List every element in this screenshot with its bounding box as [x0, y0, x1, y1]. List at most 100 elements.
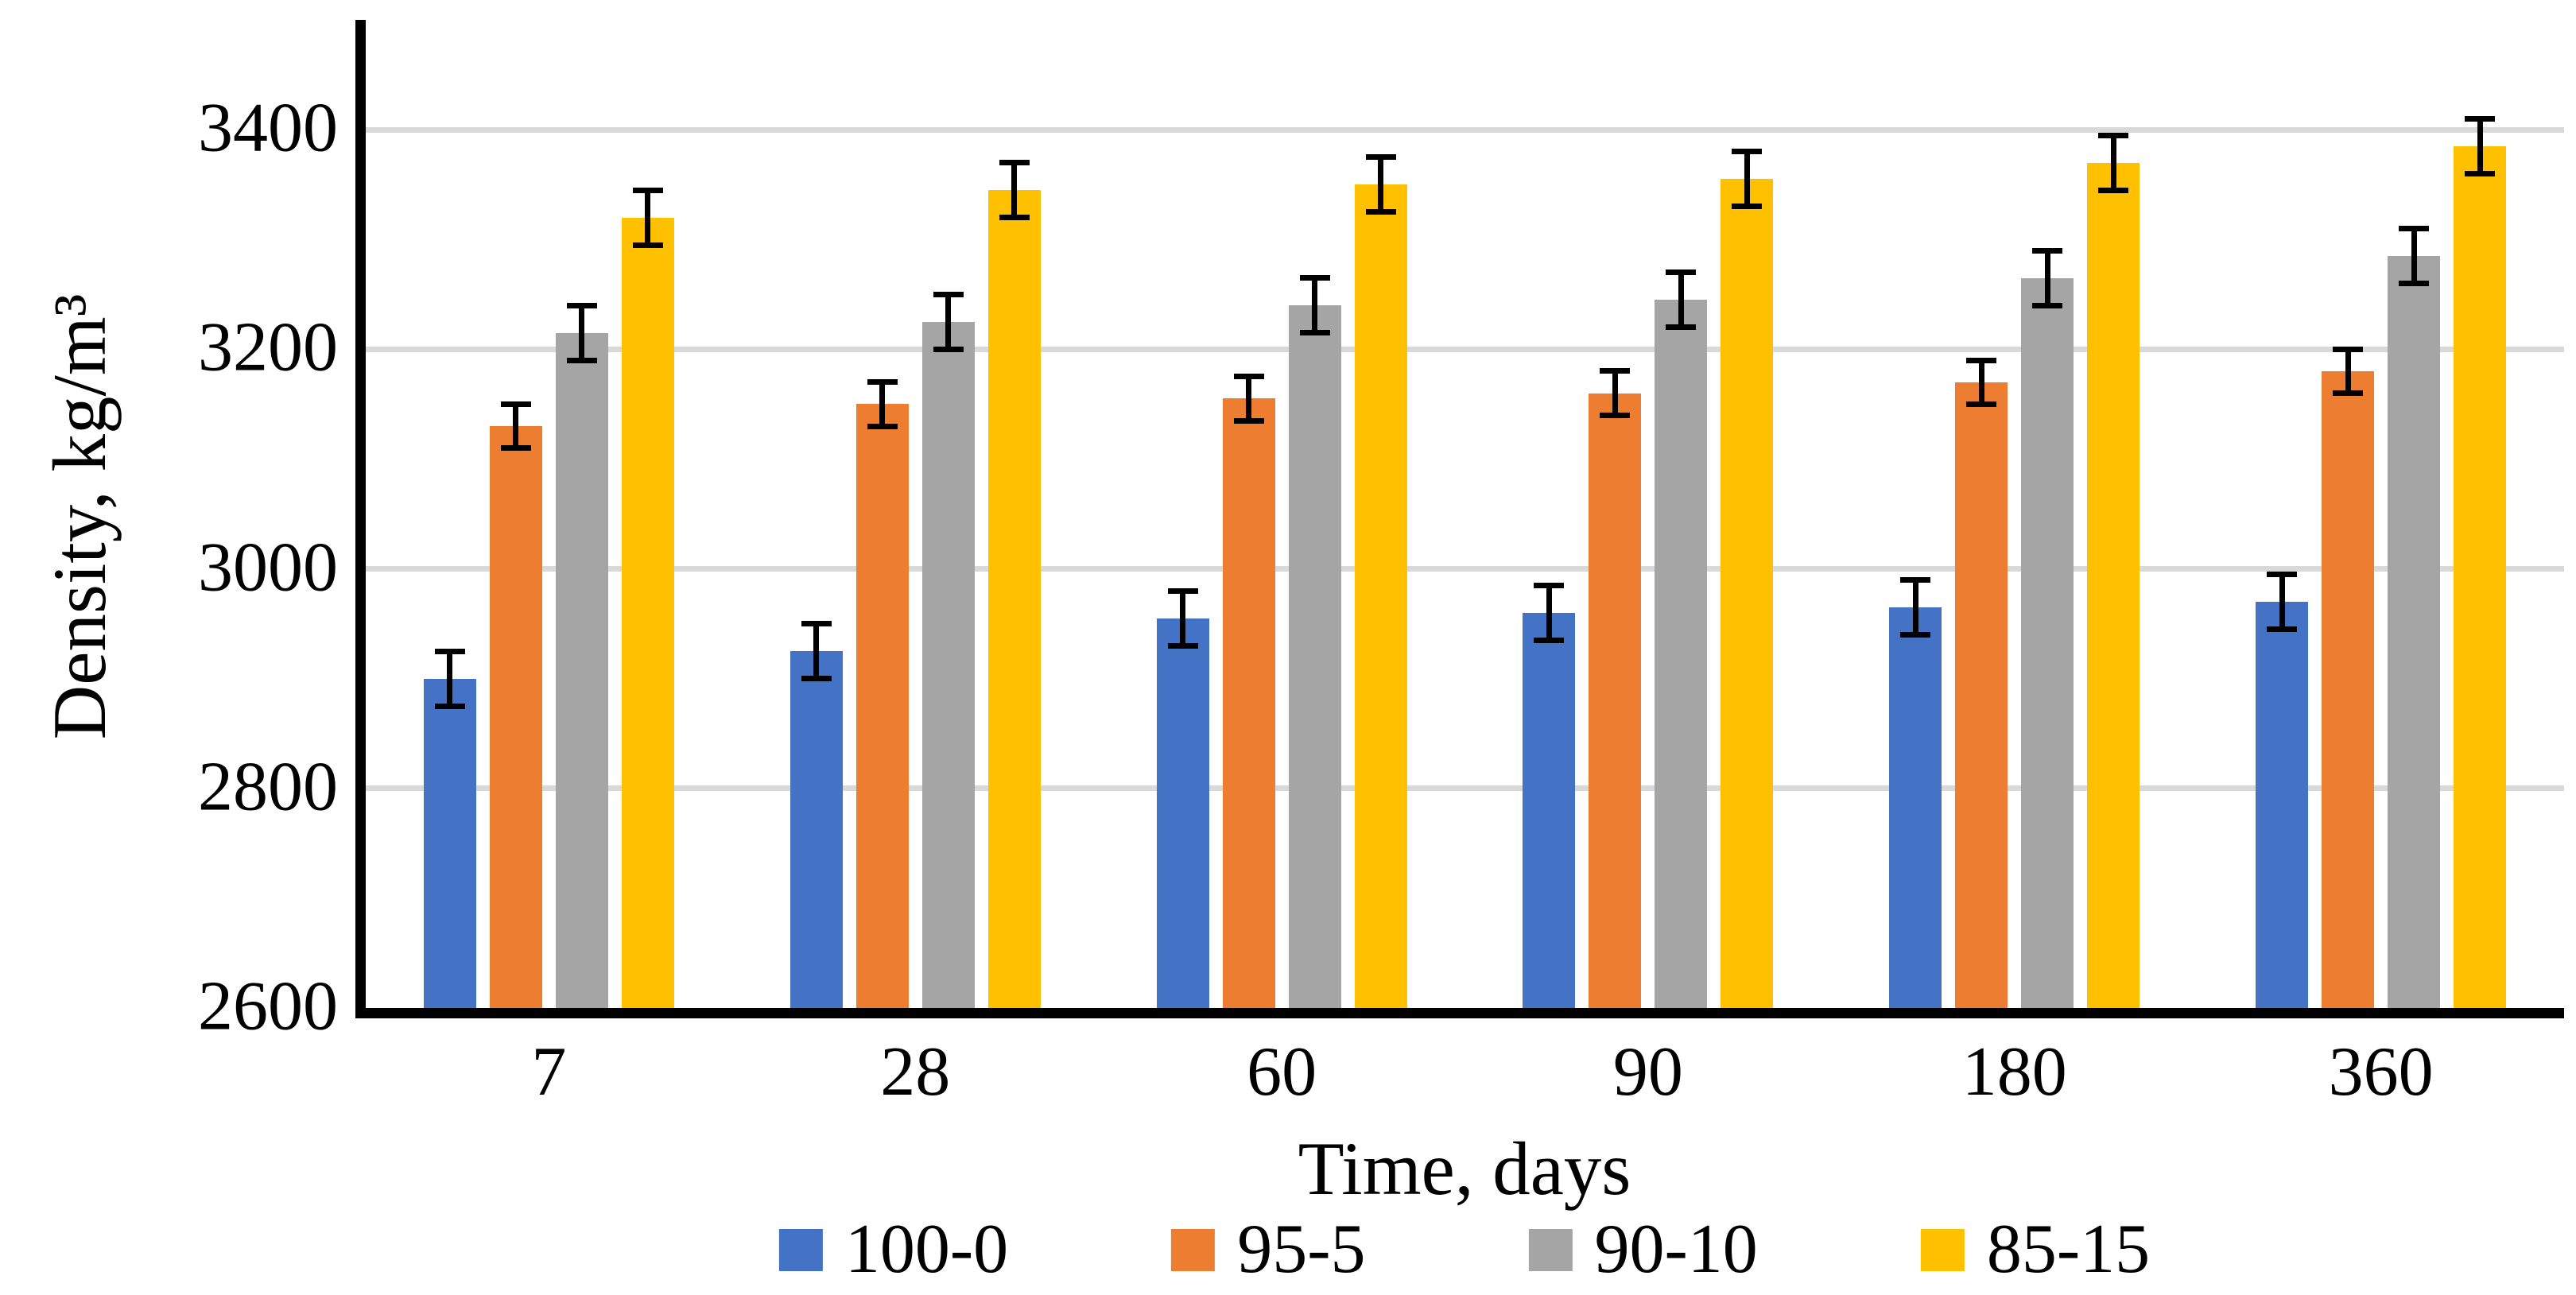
bar-100-0-360 — [2256, 602, 2309, 1008]
error-bar — [645, 190, 651, 246]
bar-95-5-90 — [1589, 393, 1642, 1008]
error-bar — [1744, 151, 1750, 207]
error-bar — [879, 382, 886, 426]
error-bar-cap-top — [2267, 571, 2298, 577]
error-bar — [945, 294, 952, 350]
gridline — [366, 126, 2564, 133]
bar-100-0-90 — [1523, 612, 1576, 1008]
legend-item-90-10: 90-10 — [1528, 1211, 1758, 1288]
legend-swatch-90-10 — [1528, 1228, 1573, 1271]
error-bar-cap-bottom — [1900, 631, 1931, 638]
error-bar-cap-bottom — [1299, 330, 1330, 336]
error-bar-cap-bottom — [632, 242, 663, 248]
error-bar — [1378, 157, 1384, 212]
error-bar — [1612, 370, 1618, 416]
error-bar-cap-bottom — [2333, 390, 2364, 397]
error-bar-cap-top — [1732, 149, 1763, 155]
gridline — [366, 785, 2564, 792]
bar-85-15-60 — [1354, 184, 1407, 1008]
error-bar-cap-top — [933, 291, 964, 297]
x-tick-label: 90 — [1612, 1033, 1683, 1111]
legend: 100-0 95-5 90-10 85-15 — [778, 1211, 2150, 1288]
y-axis-line — [355, 20, 366, 1018]
error-bar-cap-top — [801, 621, 832, 627]
error-bar-cap-top — [566, 302, 597, 308]
error-bar-cap-top — [1966, 357, 1997, 363]
error-bar-cap-bottom — [1966, 401, 1997, 407]
error-bar-cap-bottom — [566, 357, 597, 363]
bar-85-15-7 — [621, 217, 674, 1008]
bar-90-10-360 — [2388, 255, 2441, 1008]
error-bar-cap-bottom — [1233, 417, 1264, 424]
legend-item-85-15: 85-15 — [1920, 1215, 2150, 1285]
error-bar — [2279, 574, 2285, 630]
error-bar-cap-top — [2333, 346, 2364, 352]
error-bar-cap-top — [1900, 576, 1931, 583]
error-bar-cap-bottom — [867, 423, 898, 429]
error-bar-cap-bottom — [500, 445, 531, 452]
x-tick-label: 180 — [1961, 1033, 2067, 1111]
x-tick-label: 360 — [2328, 1033, 2434, 1111]
error-bar-cap-top — [2399, 225, 2430, 231]
error-bar-cap-bottom — [2399, 280, 2430, 286]
legend-swatch-100-0 — [778, 1228, 823, 1271]
bar-100-0-7 — [423, 678, 476, 1008]
gridline — [366, 566, 2564, 572]
error-bar-cap-top — [434, 648, 465, 654]
error-bar — [579, 305, 585, 361]
bar-100-0-180 — [1889, 607, 1942, 1008]
legend-label-90-10: 90-10 — [1594, 1211, 1758, 1288]
error-bar — [2411, 228, 2417, 284]
legend-item-100-0: 100-0 — [778, 1215, 1008, 1285]
x-tick-label: 28 — [880, 1033, 951, 1111]
error-bar-cap-bottom — [1534, 637, 1565, 643]
error-bar-cap-top — [999, 160, 1030, 166]
error-bar — [2044, 250, 2050, 306]
error-bar — [1978, 360, 1984, 405]
error-bar-cap-bottom — [2465, 170, 2496, 176]
bar-90-10-7 — [555, 332, 608, 1008]
legend-swatch-85-15 — [1920, 1228, 1965, 1271]
error-bar-cap-bottom — [1600, 412, 1631, 418]
error-bar — [1546, 585, 1552, 641]
error-bar — [1912, 580, 1918, 635]
bar-85-15-360 — [2454, 145, 2507, 1008]
bar-85-15-90 — [1721, 179, 1774, 1008]
legend-swatch-95-5 — [1171, 1228, 1216, 1271]
legend-label-95-5: 95-5 — [1237, 1211, 1366, 1288]
error-bar — [2110, 135, 2116, 191]
bar-95-5-360 — [2322, 370, 2375, 1008]
error-bar — [2477, 118, 2483, 174]
bar-100-0-28 — [789, 651, 843, 1008]
error-bar-cap-top — [632, 187, 663, 193]
error-bar-cap-bottom — [2032, 302, 2063, 308]
bar-90-10-90 — [1655, 300, 1708, 1008]
bar-95-5-28 — [855, 404, 909, 1008]
error-bar-cap-top — [1365, 154, 1396, 161]
error-bar-cap-bottom — [2267, 626, 2298, 633]
y-tick-label: 2800 — [198, 748, 338, 826]
x-axis-line — [355, 1008, 2564, 1018]
x-tick-label: 60 — [1247, 1033, 1317, 1111]
bar-90-10-180 — [2021, 277, 2074, 1008]
error-bar-cap-bottom — [2098, 187, 2129, 193]
error-bar-cap-top — [1299, 275, 1330, 281]
error-bar — [813, 623, 820, 679]
error-bar-cap-top — [2098, 132, 2129, 138]
error-bar-cap-bottom — [933, 346, 964, 352]
legend-item-95-5: 95-5 — [1171, 1211, 1366, 1288]
error-bar-cap-top — [500, 401, 531, 407]
error-bar-cap-top — [2032, 247, 2063, 254]
gridline — [366, 346, 2564, 352]
error-bar-cap-bottom — [1666, 324, 1697, 331]
error-bar-cap-top — [1233, 374, 1264, 380]
error-bar — [513, 404, 519, 448]
y-tick-label: 3000 — [198, 529, 338, 607]
y-tick-label: 3400 — [198, 89, 338, 167]
bar-95-5-60 — [1222, 398, 1275, 1008]
error-bar-cap-top — [1600, 368, 1631, 374]
error-bar-cap-top — [1534, 582, 1565, 588]
y-tick-label: 3200 — [198, 308, 338, 386]
x-axis-title: Time, days — [1298, 1126, 1631, 1211]
